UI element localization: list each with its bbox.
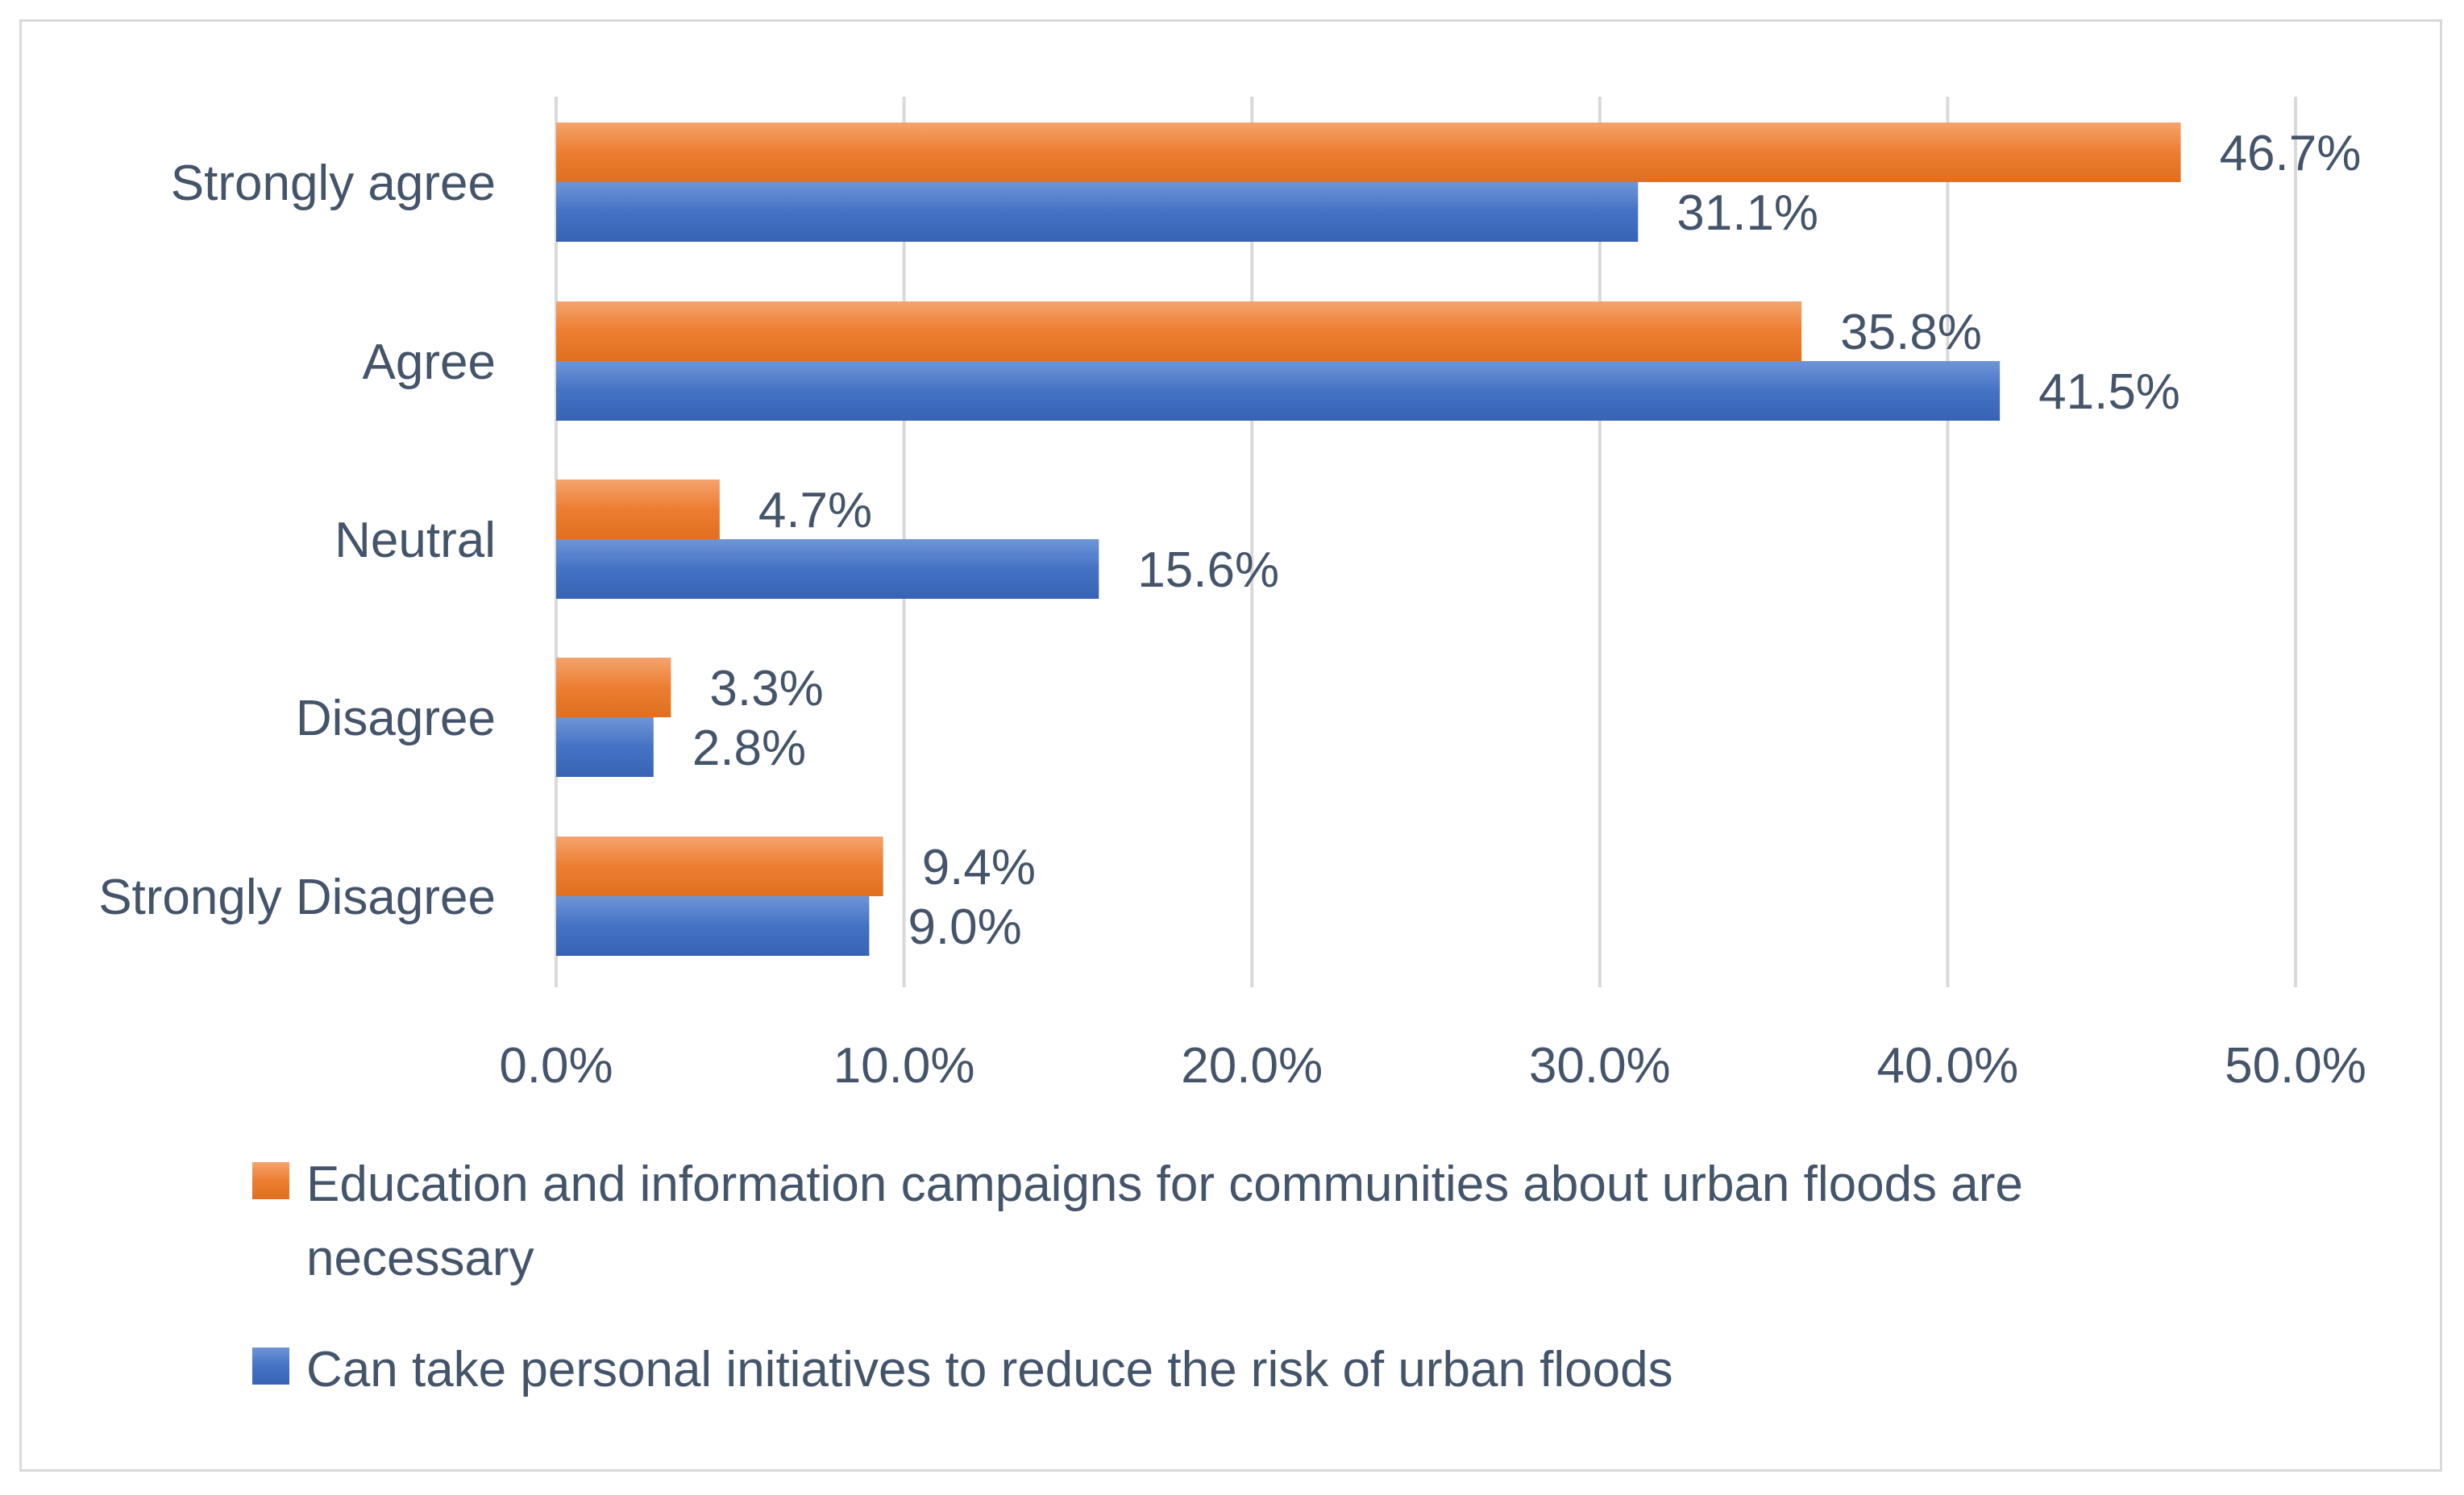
data-label: 35.8% bbox=[1840, 305, 1982, 360]
data-label: 46.7% bbox=[2220, 126, 2362, 181]
x-tick-label: 40.0% bbox=[1876, 1038, 2018, 1094]
bar-initiative bbox=[556, 896, 870, 956]
category-label: Strongly agree bbox=[171, 156, 496, 211]
data-label: 41.5% bbox=[2038, 364, 2180, 420]
bar-education bbox=[556, 837, 883, 896]
x-tick-label: 20.0% bbox=[1181, 1038, 1323, 1094]
x-tick-label: 30.0% bbox=[1529, 1038, 1671, 1094]
data-label: 4.7% bbox=[758, 483, 872, 538]
x-tick-label: 0.0% bbox=[499, 1038, 613, 1094]
legend: Education and information campaigns for … bbox=[252, 1157, 2023, 1397]
bar-initiative bbox=[556, 182, 1639, 242]
legend-swatch bbox=[252, 1348, 289, 1385]
data-label: 9.0% bbox=[908, 899, 1021, 955]
bar-education bbox=[556, 123, 2181, 182]
legend-swatch bbox=[252, 1162, 289, 1199]
data-label: 31.1% bbox=[1677, 185, 1818, 241]
data-label: 15.6% bbox=[1137, 542, 1279, 598]
bar-initiative bbox=[556, 717, 654, 777]
legend-label: Can take personal initiatives to reduce … bbox=[306, 1342, 1673, 1397]
labels: 0.0% 10.0% 20.0% 30.0% 40.0% 50.0% Strongly ag… bbox=[98, 126, 2366, 1094]
legend-label: necessary bbox=[306, 1231, 534, 1286]
x-tick-label: 10.0% bbox=[833, 1038, 975, 1094]
category-label: Strongly Disagree bbox=[98, 870, 496, 925]
x-tick-label: 50.0% bbox=[2225, 1038, 2366, 1094]
category-label: Disagree bbox=[296, 691, 496, 746]
bar-education bbox=[556, 658, 671, 717]
bar-education bbox=[556, 480, 720, 539]
bar-initiative bbox=[556, 361, 2001, 421]
legend-label: Education and information campaigns for … bbox=[306, 1157, 2023, 1212]
bar-education bbox=[556, 301, 1802, 361]
bars bbox=[556, 123, 2181, 956]
bar-initiative bbox=[556, 539, 1099, 599]
data-label: 2.8% bbox=[692, 721, 806, 776]
category-label: Neutral bbox=[334, 513, 496, 568]
category-label: Agree bbox=[363, 334, 496, 390]
data-label: 9.4% bbox=[922, 840, 1036, 895]
data-label: 3.3% bbox=[709, 661, 823, 716]
chart-frame bbox=[19, 19, 2442, 1472]
